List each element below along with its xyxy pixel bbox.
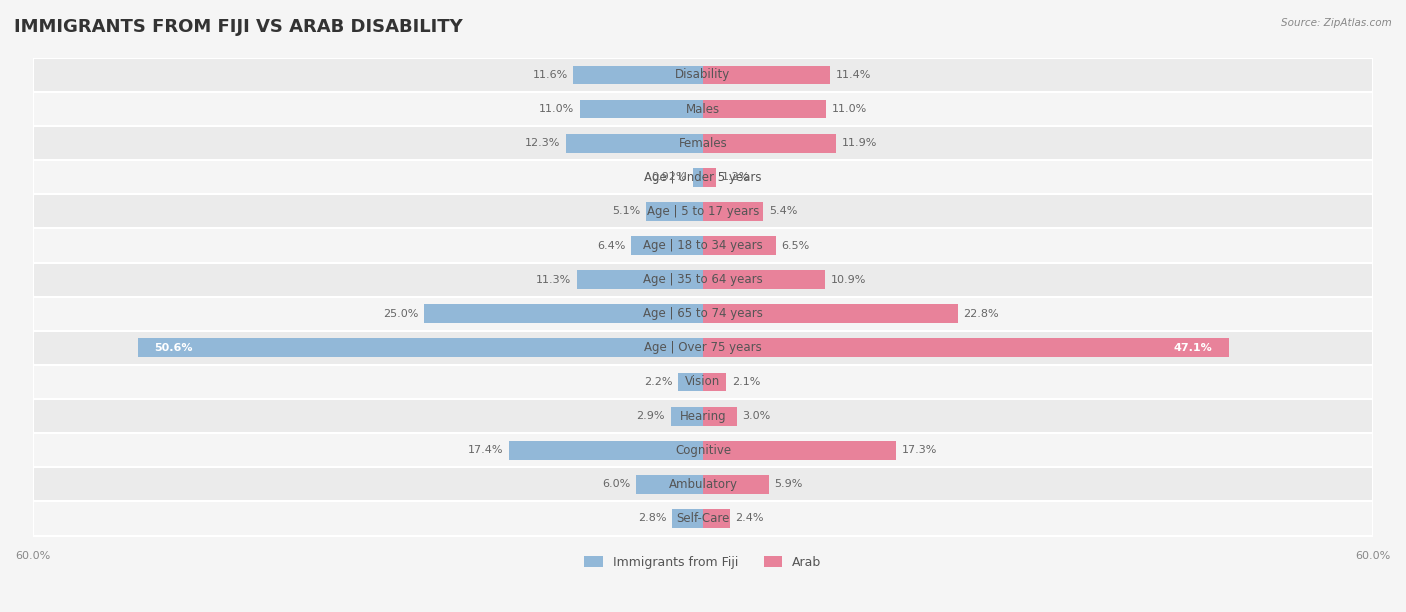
Text: Females: Females [679,136,727,150]
Text: 0.92%: 0.92% [651,172,688,182]
Text: 11.0%: 11.0% [540,104,575,114]
Text: Age | 5 to 17 years: Age | 5 to 17 years [647,205,759,218]
FancyBboxPatch shape [32,263,1374,297]
Bar [581,100,703,118]
Text: 5.9%: 5.9% [775,479,803,490]
Text: 6.0%: 6.0% [602,479,630,490]
Legend: Immigrants from Fiji, Arab: Immigrants from Fiji, Arab [579,551,827,573]
Text: Age | Over 75 years: Age | Over 75 years [644,341,762,354]
Bar [703,338,1229,357]
FancyBboxPatch shape [32,331,1374,365]
Text: Males: Males [686,103,720,116]
Text: Hearing: Hearing [679,409,727,423]
Bar [703,304,957,323]
FancyBboxPatch shape [32,126,1374,160]
Bar [138,338,703,357]
FancyBboxPatch shape [32,468,1374,501]
Text: 47.1%: 47.1% [1174,343,1212,353]
Bar [703,202,763,221]
Text: 2.1%: 2.1% [733,377,761,387]
FancyBboxPatch shape [32,92,1374,126]
FancyBboxPatch shape [32,433,1374,468]
Text: 17.4%: 17.4% [468,446,503,455]
Bar [703,407,737,425]
Text: Age | 18 to 34 years: Age | 18 to 34 years [643,239,763,252]
Text: 6.4%: 6.4% [598,241,626,250]
Text: 25.0%: 25.0% [382,309,418,319]
Bar [703,475,769,494]
Text: 5.1%: 5.1% [612,206,640,217]
FancyBboxPatch shape [32,297,1374,331]
FancyBboxPatch shape [32,501,1374,536]
Bar [679,373,703,392]
FancyBboxPatch shape [32,160,1374,195]
Bar [636,475,703,494]
Text: Vision: Vision [685,376,721,389]
Text: Source: ZipAtlas.com: Source: ZipAtlas.com [1281,18,1392,28]
Bar [671,407,703,425]
Bar [703,236,776,255]
Text: Disability: Disability [675,69,731,81]
Bar [631,236,703,255]
Text: Ambulatory: Ambulatory [668,478,738,491]
FancyBboxPatch shape [32,228,1374,263]
Text: Age | 35 to 64 years: Age | 35 to 64 years [643,273,763,286]
Bar [423,304,703,323]
Bar [703,168,717,187]
Text: 11.4%: 11.4% [837,70,872,80]
Text: 10.9%: 10.9% [831,275,866,285]
Text: 1.2%: 1.2% [723,172,751,182]
FancyBboxPatch shape [32,195,1374,228]
Text: IMMIGRANTS FROM FIJI VS ARAB DISABILITY: IMMIGRANTS FROM FIJI VS ARAB DISABILITY [14,18,463,36]
Text: 50.6%: 50.6% [155,343,193,353]
FancyBboxPatch shape [32,365,1374,399]
Text: 11.3%: 11.3% [536,275,571,285]
Text: 22.8%: 22.8% [963,309,998,319]
Text: 3.0%: 3.0% [742,411,770,421]
Text: Age | 65 to 74 years: Age | 65 to 74 years [643,307,763,320]
Text: 11.0%: 11.0% [831,104,866,114]
FancyBboxPatch shape [32,58,1374,92]
Bar [703,271,825,289]
Bar [703,509,730,528]
Text: Age | Under 5 years: Age | Under 5 years [644,171,762,184]
Text: 2.8%: 2.8% [638,513,666,523]
Text: 11.6%: 11.6% [533,70,568,80]
Bar [576,271,703,289]
Text: Cognitive: Cognitive [675,444,731,457]
Bar [645,202,703,221]
Bar [703,373,727,392]
Text: 6.5%: 6.5% [782,241,810,250]
Text: 5.4%: 5.4% [769,206,797,217]
Text: 2.9%: 2.9% [637,411,665,421]
Bar [693,168,703,187]
Text: 11.9%: 11.9% [842,138,877,148]
Text: Self-Care: Self-Care [676,512,730,525]
Bar [703,441,896,460]
Bar [703,100,825,118]
Bar [574,65,703,84]
Text: 2.2%: 2.2% [644,377,673,387]
Text: 17.3%: 17.3% [901,446,938,455]
Bar [703,65,831,84]
Text: 12.3%: 12.3% [524,138,560,148]
Bar [672,509,703,528]
Bar [565,134,703,152]
FancyBboxPatch shape [32,399,1374,433]
Text: 2.4%: 2.4% [735,513,763,523]
Bar [703,134,837,152]
Bar [509,441,703,460]
